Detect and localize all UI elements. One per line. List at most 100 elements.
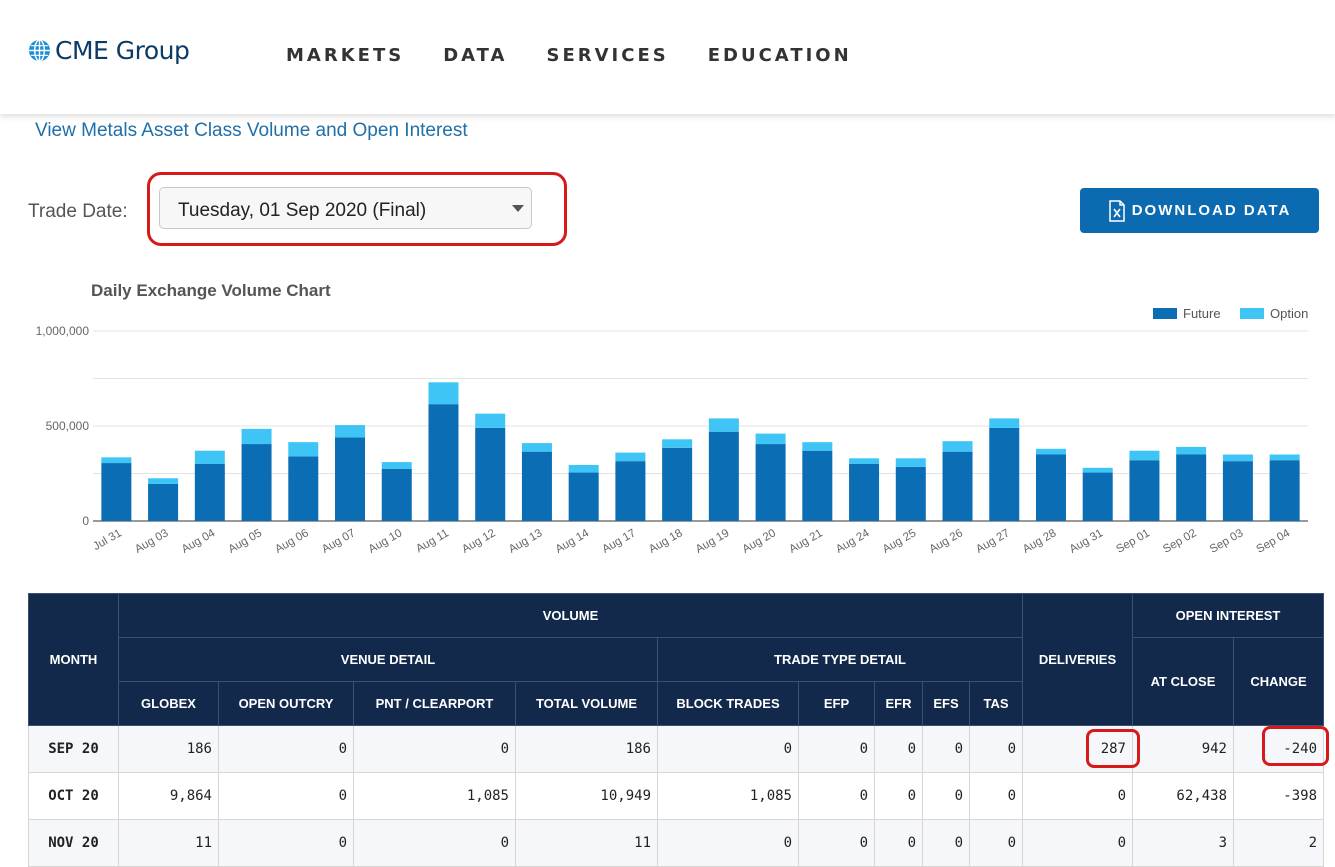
legend-label-option[interactable]: Option (1270, 306, 1309, 321)
y-tick-label: 500,000 (46, 419, 90, 433)
bar-future[interactable] (1269, 460, 1300, 521)
metals-volume-link[interactable]: View Metals Asset Class Volume and Open … (35, 120, 468, 141)
y-tick-label: 1,000,000 (36, 324, 90, 338)
bar-future[interactable] (475, 427, 506, 521)
col-deliveries: DELIVERIES (1022, 593, 1133, 726)
col-at-close: AT CLOSE (1132, 637, 1234, 726)
col-tas: TAS (969, 681, 1023, 726)
cell-change: -398 (1233, 772, 1324, 820)
bar-option[interactable] (101, 457, 132, 464)
bar-option[interactable] (288, 442, 319, 457)
bar-future[interactable] (1222, 461, 1253, 521)
bar-future[interactable] (335, 437, 366, 521)
table-row: OCT 20 9,864 0 1,085 10,949 1,085 0 0 0 … (28, 772, 1324, 820)
cell-at-close: 942 (1132, 725, 1234, 773)
cell-globex: 186 (118, 725, 219, 773)
cell-open-outcry: 0 (218, 819, 354, 867)
cell-globex: 9,864 (118, 772, 219, 820)
x-tick-label: Aug 17 (600, 527, 638, 556)
bar-future[interactable] (148, 483, 179, 521)
bar-option[interactable] (1176, 446, 1207, 455)
x-tick-label: Aug 03 (133, 527, 171, 556)
bar-option[interactable] (1222, 454, 1253, 462)
bar-future[interactable] (989, 427, 1020, 521)
bar-future[interactable] (755, 444, 786, 521)
bar-option[interactable] (802, 442, 833, 451)
x-tick-label: Aug 13 (507, 527, 545, 556)
bar-future[interactable] (849, 464, 880, 521)
x-tick-label: Aug 27 (974, 527, 1012, 556)
bar-option[interactable] (755, 433, 786, 445)
x-tick-label: Aug 28 (1021, 527, 1059, 556)
bar-option[interactable] (989, 418, 1020, 428)
bar-option[interactable] (241, 428, 272, 445)
cell-efr: 0 (874, 725, 923, 773)
download-data-button[interactable]: DOWNLOAD DATA (1080, 188, 1319, 233)
bar-future[interactable] (1082, 472, 1113, 521)
globe-icon (28, 38, 51, 62)
bar-future[interactable] (895, 466, 926, 521)
bar-future[interactable] (1129, 460, 1160, 521)
bar-future[interactable] (194, 464, 225, 521)
cell-efr: 0 (874, 772, 923, 820)
bar-option[interactable] (895, 458, 926, 467)
bar-option[interactable] (942, 441, 973, 452)
cell-pnt-clearport: 0 (353, 819, 516, 867)
bar-option[interactable] (1082, 467, 1113, 473)
col-change: CHANGE (1233, 637, 1324, 726)
bar-option[interactable] (568, 464, 599, 473)
col-efp: EFP (798, 681, 875, 726)
bar-option[interactable] (662, 439, 693, 448)
nav-markets[interactable]: MARKETS (286, 45, 405, 66)
bar-future[interactable] (1035, 454, 1066, 522)
bar-option[interactable] (708, 418, 739, 432)
trade-date-select[interactable]: Tuesday, 01 Sep 2020 (Final) (159, 187, 532, 229)
cell-deliveries: 287 (1022, 725, 1133, 773)
logo-text: CME Group (55, 35, 190, 65)
bar-option[interactable] (1269, 454, 1300, 461)
bar-future[interactable] (615, 461, 646, 521)
bar-future[interactable] (662, 447, 693, 521)
bar-future[interactable] (381, 468, 412, 521)
bar-option[interactable] (1129, 450, 1160, 461)
download-data-label: DOWNLOAD DATA (1131, 202, 1292, 219)
col-pnt-clearport: PNT / CLEARPORT (353, 681, 516, 726)
x-tick-label: Aug 12 (460, 527, 498, 556)
nav-data[interactable]: DATA (443, 45, 508, 66)
legend-label-future[interactable]: Future (1183, 306, 1221, 321)
col-total-volume: TOTAL VOLUME (515, 681, 658, 726)
nav-services[interactable]: SERVICES (546, 45, 669, 66)
bar-option[interactable] (381, 462, 412, 469)
cell-efp: 0 (798, 772, 875, 820)
chart-legend: Future (1153, 306, 1221, 321)
bar-future[interactable] (241, 444, 272, 521)
bar-option[interactable] (475, 413, 506, 428)
bar-option[interactable] (335, 425, 366, 438)
x-tick-label: Jul 31 (91, 527, 124, 553)
group-volume: VOLUME (118, 593, 1023, 638)
nav-education[interactable]: EDUCATION (707, 45, 852, 66)
bar-future[interactable] (101, 463, 132, 521)
x-tick-label: Sep 03 (1208, 527, 1246, 556)
bar-option[interactable] (521, 443, 552, 452)
col-month: MONTH (28, 593, 119, 726)
bar-option[interactable] (849, 458, 880, 464)
bar-future[interactable] (1176, 454, 1207, 522)
main-nav: MARKETS DATA SERVICES EDUCATION (286, 45, 891, 66)
bar-option[interactable] (615, 452, 646, 462)
bar-future[interactable] (708, 431, 739, 521)
bar-future[interactable] (521, 451, 552, 521)
bar-future[interactable] (568, 472, 599, 521)
bar-future[interactable] (288, 456, 319, 521)
bar-option[interactable] (428, 382, 459, 405)
bar-future[interactable] (942, 451, 973, 521)
cme-logo[interactable]: CME Group (28, 35, 190, 65)
cell-month: OCT 20 (28, 772, 119, 820)
x-tick-label: Aug 21 (787, 527, 825, 556)
bar-future[interactable] (428, 404, 459, 521)
bar-option[interactable] (1035, 448, 1066, 455)
bar-future[interactable] (802, 450, 833, 521)
bar-option[interactable] (194, 450, 225, 464)
bar-option[interactable] (148, 478, 179, 484)
x-tick-label: Aug 05 (226, 527, 264, 556)
